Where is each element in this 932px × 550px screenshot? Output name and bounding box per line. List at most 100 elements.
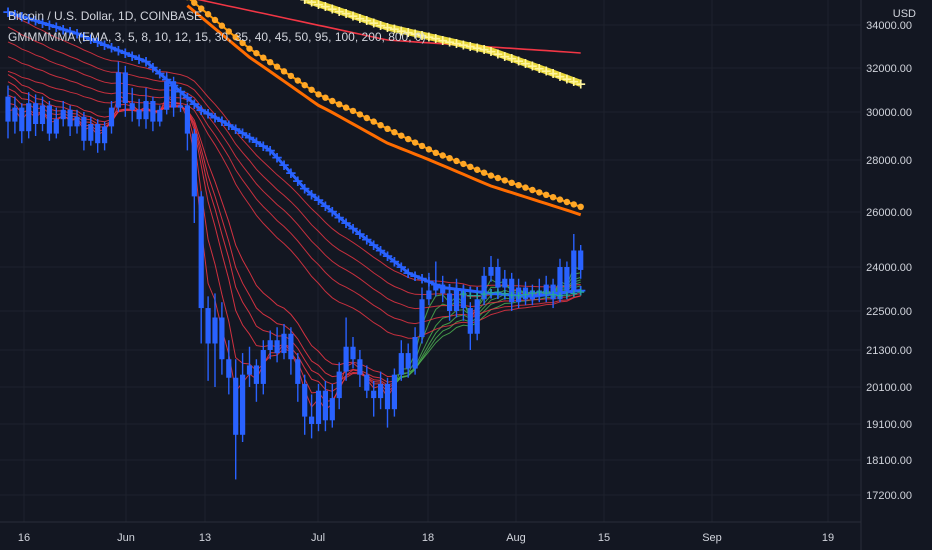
ema-95-cross-marker: +	[147, 58, 160, 76]
candle-body	[102, 126, 108, 144]
candle-body	[405, 353, 411, 369]
candle-body	[343, 346, 349, 372]
ema-95-cross-marker: +	[436, 279, 449, 297]
ema-50-marker: +	[548, 288, 557, 301]
ema-95-cross-marker: +	[526, 287, 539, 305]
ema-800-cross-marker: +	[409, 26, 421, 42]
ema-200-dot-marker	[322, 94, 329, 101]
ema-200-dot-marker	[529, 186, 536, 194]
ema-95-cross-marker: +	[43, 16, 56, 34]
candle	[557, 258, 563, 303]
candle	[467, 302, 473, 350]
ema-95-cross-marker: +	[574, 281, 587, 299]
ema-50-marker: +	[562, 289, 571, 302]
ema-800-cross-marker: +	[464, 39, 476, 55]
candle-body	[357, 359, 363, 375]
candle	[447, 287, 453, 321]
candle-body	[302, 383, 308, 417]
candle-body	[315, 390, 322, 424]
candle	[212, 293, 218, 387]
indicator-legend[interactable]: GMMMMMA (EMA, 3, 5, 8, 10, 12, 15, 30, 3…	[8, 30, 426, 44]
ema-200-dot-marker	[487, 172, 495, 179]
ema-95-cross-marker: +	[105, 39, 118, 57]
candle	[198, 191, 204, 344]
time-tick-label: Jun	[117, 532, 135, 544]
candle-body	[571, 250, 577, 291]
symbol-title[interactable]: Bitcoin / U.S. Dollar, 1D, COINBASE	[8, 9, 203, 23]
ema-95-cross-marker: +	[140, 53, 153, 71]
ema-95-cross-marker: +	[554, 284, 567, 302]
candle	[81, 112, 87, 151]
ema-50-marker: +	[479, 288, 488, 301]
candle	[440, 275, 446, 303]
ema-50-marker: +	[514, 289, 523, 302]
ema-95-cross-marker: +	[181, 89, 194, 107]
candle	[384, 377, 391, 428]
candle	[74, 109, 80, 134]
time-tick-label: Aug	[506, 532, 526, 544]
ema-95-cross-marker: +	[568, 282, 581, 300]
ema-200-dot-marker	[239, 39, 246, 47]
long-ema-line	[7, 70, 581, 339]
candle	[12, 96, 18, 134]
ema-200-dot-marker	[384, 125, 391, 132]
ema-200-dot-marker	[267, 58, 274, 66]
candle-body	[157, 109, 163, 122]
ema-200-dot-marker	[287, 72, 295, 80]
candle	[371, 380, 377, 417]
price-tick-label: 20100.00	[866, 382, 912, 394]
ema-95-cross-marker: +	[354, 225, 367, 243]
short-ema-line	[394, 285, 581, 377]
candle	[329, 383, 335, 428]
candle-body	[60, 109, 66, 120]
ema-200-dot-marker	[432, 149, 439, 156]
candle	[205, 296, 211, 381]
candle	[60, 101, 66, 127]
candle	[315, 383, 322, 432]
ema-95-cross-marker: +	[243, 128, 256, 146]
candle-body	[502, 278, 508, 288]
candle-body	[309, 416, 315, 424]
ema-95-cross-marker: +	[250, 133, 263, 151]
candle-body	[474, 299, 480, 334]
ema-95-cross-marker: +	[395, 258, 408, 276]
candle	[26, 92, 32, 139]
ema-95-cross-marker: +	[499, 285, 512, 303]
time-tick-label: Jul	[311, 532, 325, 544]
price-axis[interactable]: 17200.00 18100.00 19100.00 20100.00 21300.00…	[866, 20, 912, 502]
candle-body	[26, 103, 32, 132]
ema-95-cross-marker: +	[409, 267, 422, 285]
ema-95-cross-marker: +	[381, 247, 394, 265]
ema-200-dot-marker	[515, 182, 522, 189]
ema-800-cross-marker: +	[340, 6, 352, 22]
ema-95-cross-marker: +	[174, 83, 187, 101]
ema-200-dot-marker	[204, 11, 212, 18]
candle-body	[398, 353, 404, 375]
ema-200-dot-marker	[411, 139, 419, 146]
candle	[19, 103, 25, 144]
ema-95-cross-marker: +	[133, 50, 146, 68]
candle	[322, 380, 328, 432]
ema-markers: ++++++++++++++++++++++++++++++++++++++++…	[2, 0, 587, 305]
candle	[281, 324, 287, 360]
candle	[5, 85, 11, 139]
candle-body	[426, 290, 432, 300]
ema-200-dot-marker	[273, 63, 281, 70]
time-axis[interactable]: 16 Jun 13 Jul 18 Aug 15 Sep 19	[18, 532, 834, 544]
ema-800-cross-marker: +	[326, 2, 338, 18]
ema-800-cross-marker: +	[395, 23, 407, 39]
ema-50-marker: +	[486, 286, 495, 299]
ema-200-dot-marker	[474, 166, 481, 173]
candle	[240, 353, 246, 442]
candle	[253, 359, 259, 402]
ema-200-dot-marker	[356, 111, 364, 118]
candle-body	[191, 133, 197, 197]
ema-800-cross-marker: +	[437, 33, 449, 49]
candle-body	[557, 267, 563, 300]
ema-200-dot-marker	[425, 146, 433, 153]
candle-body	[115, 72, 121, 108]
candle-body	[516, 287, 522, 303]
candle	[233, 359, 239, 480]
